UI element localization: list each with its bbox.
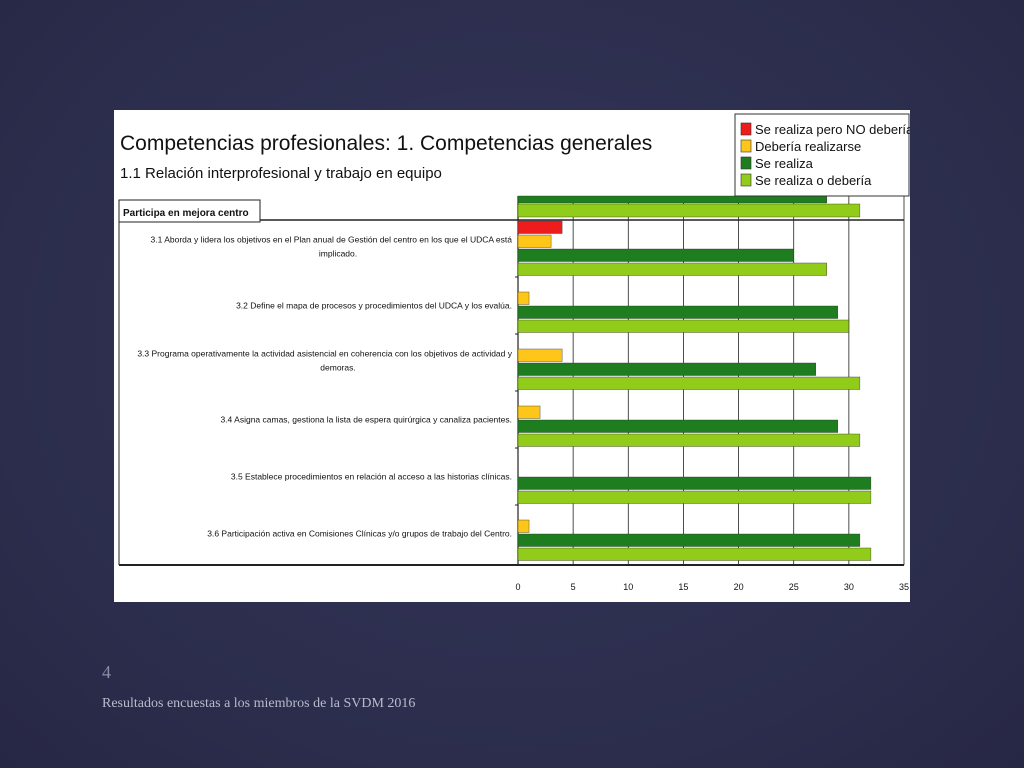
legend-swatch: [740, 173, 752, 187]
category-label: implicado.: [319, 249, 357, 259]
x-tick-label: 5: [571, 582, 576, 592]
bar: [517, 220, 563, 234]
bar: [517, 476, 872, 490]
legend: Se realiza pero NO debería Debería realiz…: [734, 113, 910, 197]
bar: [517, 547, 872, 561]
bar: [517, 203, 861, 218]
legend-swatch: [740, 139, 752, 153]
bar: [517, 405, 541, 419]
legend-entry: Debería realizarse: [755, 139, 861, 154]
bar: [517, 490, 872, 504]
bar: [517, 433, 861, 447]
chart-subtitle: 1.1 Relación interprofesional y trabajo …: [120, 165, 442, 182]
slide-number: 4: [102, 662, 111, 682]
category-label: 3.3 Programa operativamente la actividad…: [137, 349, 512, 359]
bar: [517, 348, 563, 362]
legend-entry: Se realiza o debería: [755, 173, 872, 188]
bar: [517, 419, 839, 433]
x-tick-label: 15: [678, 582, 688, 592]
bar: [517, 319, 850, 333]
bar: [517, 533, 861, 547]
bar: [517, 291, 530, 305]
x-tick-label: 20: [734, 582, 744, 592]
bar: [517, 305, 839, 319]
bar: [517, 362, 816, 376]
slide-footer: Resultados encuestas a los miembros de l…: [102, 696, 416, 711]
category-label: 3.6 Participación activa en Comisiones C…: [207, 529, 512, 539]
chart-svg: Competencias profesionales: 1. Competenc…: [118, 113, 910, 592]
legend-box: [734, 113, 910, 197]
chart-figure: Competencias profesionales: 1. Competenc…: [114, 110, 910, 602]
x-tick-label: 30: [844, 582, 854, 592]
category-label: 3.4 Asigna camas, gestiona la lista de e…: [220, 415, 512, 425]
bar: [517, 248, 794, 262]
category-label: 3.5 Establece procedimientos en relación…: [231, 472, 512, 482]
legend-entry: Se realiza pero NO debería: [755, 122, 910, 137]
bar: [517, 262, 827, 276]
legend-swatch: [740, 156, 752, 170]
category-label: demoras.: [320, 363, 355, 373]
bar: [517, 195, 827, 204]
bar: [517, 234, 552, 248]
plot-area: 3.1 Aborda y lidera los objetivos en el …: [118, 195, 909, 592]
legend-entry: Se realiza: [755, 156, 814, 171]
chart-title: Competencias profesionales: 1. Competenc…: [120, 132, 652, 155]
x-tick-label: 35: [899, 582, 909, 592]
category-label: 3.2 Define el mapa de procesos y procedi…: [236, 301, 512, 311]
bar: [517, 519, 530, 533]
bar: [517, 376, 861, 390]
section-header: Participa en mejora centro: [118, 199, 261, 223]
section-header-box: [118, 199, 261, 223]
x-tick-label: 25: [789, 582, 799, 592]
section-header-label: Participa en mejora centro: [123, 208, 249, 219]
category-label: 3.1 Aborda y lidera los objetivos en el …: [151, 235, 513, 245]
x-tick-label: 0: [515, 582, 520, 592]
x-tick-label: 10: [623, 582, 633, 592]
legend-swatch: [740, 122, 752, 136]
